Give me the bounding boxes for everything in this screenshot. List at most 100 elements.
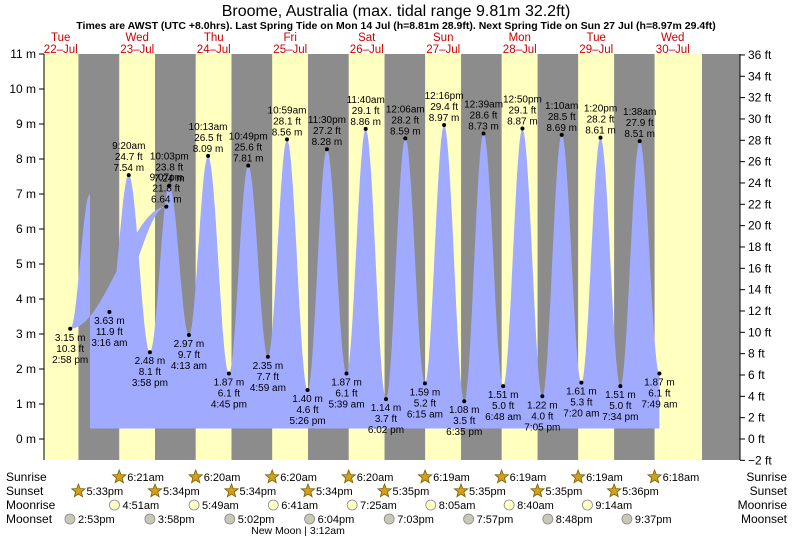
tide-time-label: 12:50pm <box>503 95 542 106</box>
moonrise-time: 7:25am <box>360 500 397 512</box>
day-date-label: 27–Jul <box>426 44 460 56</box>
tide-height-ft-label: 26.5 ft <box>194 133 222 144</box>
tide-height-m-label: 3.63 m <box>94 316 125 327</box>
moonset-icon <box>224 513 236 525</box>
tide-height-m-label: 8.56 m <box>272 127 303 138</box>
sunrise-icon <box>493 468 510 484</box>
low-tide-point <box>501 384 506 389</box>
tide-height-ft-label: 25.6 ft <box>234 143 262 154</box>
moonrise-icon <box>425 499 437 511</box>
sunset-icon <box>529 482 546 498</box>
tide-time-label: 4:59 am <box>250 383 286 394</box>
tide-height-m-label: 1.87 m <box>214 378 245 389</box>
sunrise-icon <box>646 468 663 484</box>
tide-height-m-label: 1.22 m <box>527 400 558 411</box>
tide-height-m-label: 2.97 m <box>174 339 205 350</box>
tide-height-ft-label: 5.0 ft <box>492 401 514 412</box>
moonset-time: 7:57pm <box>477 514 514 526</box>
y-tick-label-m: 5 m <box>16 257 36 271</box>
moonset-time: 2:53pm <box>78 514 115 526</box>
y-tick-label-ft: 0 ft <box>748 432 765 446</box>
high-tide-point <box>442 123 447 128</box>
sunrise-time: 6:21am <box>127 472 164 484</box>
tide-height-ft-label: 6.1 ft <box>648 389 670 400</box>
tide-time-label: 1:38am <box>623 107 656 118</box>
sunset-icon <box>147 482 163 498</box>
day-of-week-label: Sat <box>358 32 376 44</box>
tide-height-ft-label: 29.1 ft <box>509 106 537 117</box>
y-tick-label-m: 3 m <box>16 327 36 341</box>
y-tick-label-ft: 26 ft <box>748 155 772 169</box>
day-of-week-label: Fri <box>284 32 297 44</box>
tide-time-label: 6:02 pm <box>368 425 404 436</box>
sunset-time: 5:35pm <box>546 486 583 498</box>
tide-time-label: 12:39am <box>464 99 503 110</box>
y-tick-label-ft: 8 ft <box>748 347 765 361</box>
y-tick-label-m: 11 m <box>10 47 36 61</box>
y-tick-label-ft: 14 ft <box>748 283 772 297</box>
moonrise-icon <box>188 499 200 511</box>
day-of-week-label: Mon <box>509 32 531 44</box>
tide-time-label: 1:20pm <box>584 104 617 115</box>
tide-height-m-label: 7.24 m <box>154 174 185 185</box>
row-label-left: Sunrise <box>6 470 47 484</box>
sunset-time: 5:35pm <box>469 486 506 498</box>
tide-time-label: 12:16pm <box>425 91 464 102</box>
tide-height-m-label: 8.51 m <box>624 129 655 140</box>
sunrise-time: 6:18am <box>663 472 700 484</box>
y-tick-label-m: 8 m <box>16 152 36 166</box>
tide-time-label: 4:13 am <box>171 361 207 372</box>
low-tide-point <box>422 381 427 386</box>
low-tide-point <box>657 371 662 376</box>
sunset-icon <box>223 482 240 498</box>
moonset-icon <box>463 513 474 525</box>
tide-height-ft-label: 5.3 ft <box>570 398 592 409</box>
y-tick-label-m: 1 m <box>16 397 36 411</box>
sunrise-icon <box>187 468 204 484</box>
daylight-band <box>44 54 79 460</box>
day-date-label: 25–Jul <box>273 44 307 56</box>
high-tide-point <box>206 153 211 158</box>
y-tick-label-ft: 24 ft <box>748 176 772 190</box>
tide-time-label: 6:15 am <box>407 409 443 420</box>
moonset-icon <box>542 513 554 525</box>
chart-title: Broome, Australia (max. tidal range 9.81… <box>222 3 571 20</box>
day-date-label: 24–Jul <box>197 44 231 56</box>
sunset-icon <box>606 482 622 498</box>
sunrise-time: 6:20am <box>204 472 241 484</box>
tide-height-m-label: 1.14 m <box>371 403 402 414</box>
day-of-week-label: Sun <box>433 32 453 44</box>
tide-height-m-label: 7.54 m <box>113 163 144 174</box>
tide-time-label: 12:06am <box>386 104 425 115</box>
tide-time-label: 6:48 am <box>485 412 521 423</box>
tide-time-label: 3:58 pm <box>132 378 168 389</box>
tide-height-m-label: 3.15 m <box>55 333 86 344</box>
tide-height-ft-label: 29.4 ft <box>430 102 458 113</box>
tide-time-label: 9:20am <box>112 141 145 152</box>
night-background <box>702 54 740 460</box>
day-of-week-label: Thu <box>204 32 224 44</box>
tide-height-ft-label: 28.5 ft <box>548 112 576 123</box>
moonrise-icon <box>267 499 279 511</box>
row-label-right: Sunset <box>750 484 788 498</box>
low-tide-point <box>147 350 152 355</box>
sunrise-icon <box>111 468 127 484</box>
tide-height-ft-label: 29.1 ft <box>352 106 380 117</box>
tide-time-label: 10:13am <box>189 122 228 133</box>
high-tide-point <box>559 132 564 137</box>
tide-time-label: 9:07pm <box>150 173 183 184</box>
tide-time-label: 10:59am <box>268 105 307 116</box>
low-tide-point <box>107 309 112 314</box>
y-tick-label-ft: 12 ft <box>748 304 772 318</box>
sunset-icon <box>70 482 87 498</box>
tide-height-m-label: 8.86 m <box>350 117 381 128</box>
tide-height-m-label: 7.81 m <box>233 154 264 165</box>
moonrise-icon <box>582 499 593 511</box>
moonset-time: 5:02pm <box>238 514 275 526</box>
tide-water-area <box>70 125 660 429</box>
high-tide-point <box>164 204 169 209</box>
tide-time-label: 3:16 am <box>91 338 127 349</box>
y-tick-label-ft: 34 ft <box>748 69 772 83</box>
tide-height-ft-label: 24.7 ft <box>115 152 143 163</box>
